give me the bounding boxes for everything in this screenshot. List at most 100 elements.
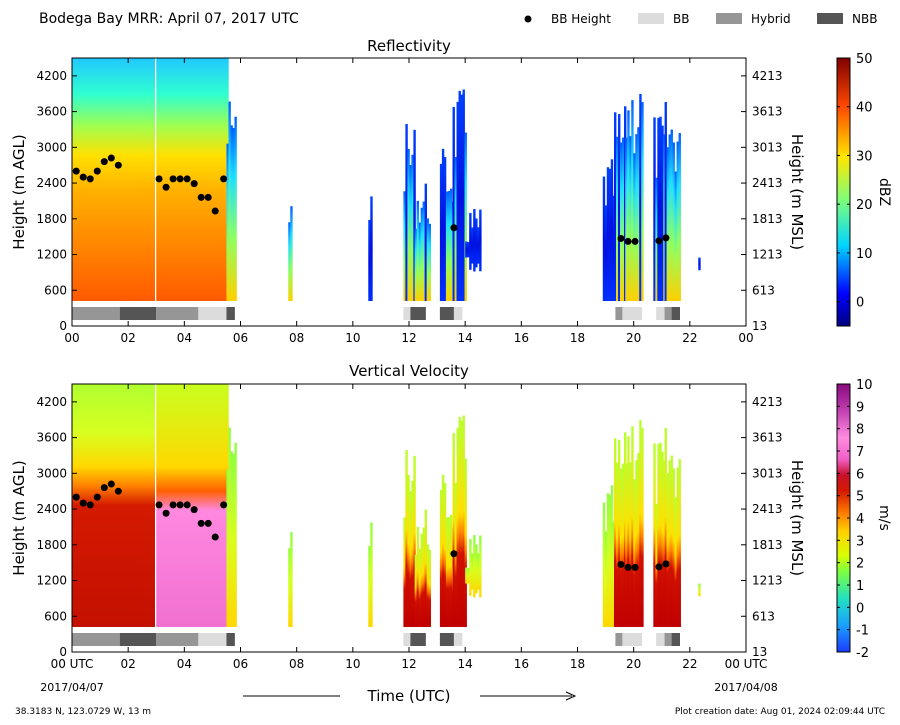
- field-column: [192, 58, 195, 301]
- field-column: [475, 218, 478, 268]
- bb-height-point: [72, 493, 80, 501]
- field-column: [290, 206, 293, 301]
- field-column: [414, 554, 418, 627]
- field-column: [477, 227, 480, 264]
- y-tick-label: 4200: [36, 69, 67, 83]
- bb-height-point: [190, 180, 198, 188]
- field-column: [127, 384, 131, 627]
- field-column: [407, 149, 410, 301]
- y-right-tick-label: 13: [752, 319, 767, 333]
- field-column: [445, 517, 449, 627]
- field-column: [676, 467, 679, 627]
- bb-height-point: [93, 493, 101, 501]
- rain-type-block-bb: [453, 633, 463, 646]
- field-column: [200, 384, 203, 627]
- field-column: [166, 384, 169, 627]
- field-column: [426, 218, 430, 301]
- field-column: [76, 384, 79, 627]
- field-column: [121, 58, 125, 301]
- reflectivity-panel: Reflectivity 00 02 04 06 08 10 12 14 16 18 20 22 000…: [10, 37, 892, 345]
- field-column: [657, 117, 660, 301]
- field-column: [228, 101, 231, 301]
- y-right-tick-label: 3613: [752, 431, 783, 445]
- field-column: [618, 114, 621, 301]
- field-column: [104, 58, 107, 301]
- velocity-colorbar-label: m/s: [876, 505, 892, 531]
- x-tick-label: 08: [289, 331, 304, 345]
- field-column: [653, 443, 656, 627]
- field-column: [460, 420, 463, 627]
- velocity-plot-area: [72, 384, 701, 646]
- figure-title: Bodega Bay MRR: April 07, 2017 UTC: [39, 11, 299, 27]
- rain-type-block-bb: [403, 633, 411, 646]
- x-tick-label: 00: [738, 331, 753, 345]
- field-column: [210, 58, 213, 301]
- bb-height-point: [655, 563, 663, 571]
- field-column: [102, 58, 105, 301]
- field-column: [602, 176, 606, 301]
- field-column: [698, 583, 701, 597]
- field-column: [123, 384, 127, 627]
- bb-height-point: [617, 560, 625, 568]
- y-right-tick-label: 3613: [752, 105, 783, 119]
- x-tick-label: 04: [177, 331, 192, 345]
- field-column: [610, 485, 614, 627]
- x-tick-label: 12: [401, 331, 416, 345]
- rain-type-block-bb: [198, 633, 227, 646]
- y-tick-label: 600: [44, 283, 67, 297]
- field-column: [108, 384, 111, 627]
- field-column: [479, 209, 482, 272]
- field-column: [102, 384, 105, 627]
- colorbar-tick-label: -2: [856, 646, 869, 661]
- field-column: [420, 207, 424, 301]
- rain-type-block-hybrid: [72, 633, 120, 646]
- field-column: [78, 58, 81, 301]
- y-right-tick-label: 3013: [752, 466, 783, 480]
- bb-height-point: [79, 173, 87, 181]
- field-column: [641, 428, 644, 627]
- bb-height-point: [114, 161, 122, 169]
- colorbar-tick-label: 0: [856, 601, 864, 616]
- field-column: [110, 384, 113, 627]
- field-column: [150, 58, 153, 301]
- x-tick-label: 00: [64, 331, 79, 345]
- colorbar-tick-label: 3: [856, 534, 864, 549]
- field-column: [198, 384, 201, 627]
- field-column: [226, 143, 229, 301]
- rain-type-block-nbb: [119, 633, 157, 646]
- field-column: [200, 58, 203, 301]
- arrow-head-icon: [565, 691, 577, 701]
- rain-type-block-hybrid: [156, 307, 199, 320]
- velocity-y-label: Height (m AGL): [10, 460, 28, 575]
- field-column: [166, 58, 169, 301]
- bb-height-point: [162, 183, 170, 191]
- x-tick-label: 00 UTC: [51, 657, 94, 671]
- field-column: [467, 568, 470, 584]
- field-column: [616, 136, 619, 301]
- bb-height-point: [624, 237, 632, 245]
- field-column: [72, 384, 75, 627]
- field-column: [118, 384, 121, 627]
- field-column: [627, 110, 630, 301]
- field-column: [610, 159, 614, 301]
- y-right-tick-label: 1813: [752, 538, 783, 552]
- reflectivity-colorbar-label: dBZ: [876, 178, 892, 206]
- field-column: [96, 384, 99, 627]
- x-tick-label: 16: [514, 331, 529, 345]
- field-column: [133, 58, 137, 301]
- field-column: [639, 419, 642, 627]
- field-column: [462, 89, 465, 301]
- field-column: [142, 384, 145, 627]
- y-right-tick-label: 1813: [752, 212, 783, 226]
- field-column: [475, 544, 478, 594]
- bb-height-point: [197, 193, 205, 201]
- field-column: [606, 167, 610, 301]
- field-column: [192, 384, 195, 627]
- field-column: [664, 102, 667, 301]
- field-column: [94, 384, 97, 627]
- field-column: [469, 538, 472, 596]
- field-column: [456, 101, 459, 301]
- field-column: [409, 491, 412, 627]
- field-column: [676, 141, 679, 301]
